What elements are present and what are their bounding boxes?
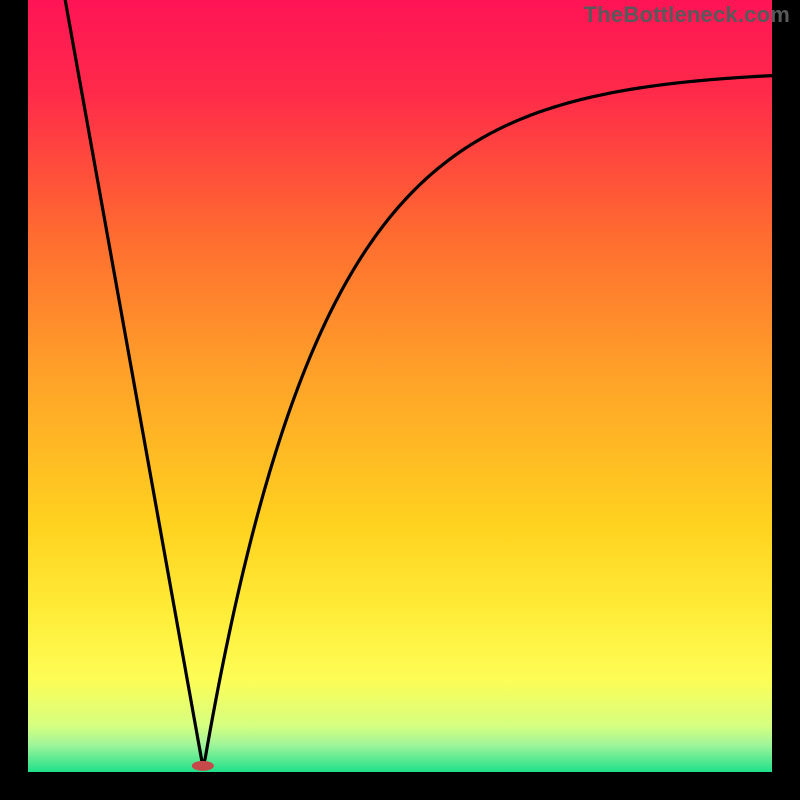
border-right (772, 0, 800, 800)
watermark-text: TheBottleneck.com (584, 2, 790, 28)
border-left (0, 0, 28, 800)
chart-frame: TheBottleneck.com (0, 0, 800, 800)
gradient-background (28, 0, 772, 772)
chart-canvas (0, 0, 800, 800)
border-bottom (0, 772, 800, 800)
minimum-marker (192, 761, 214, 771)
